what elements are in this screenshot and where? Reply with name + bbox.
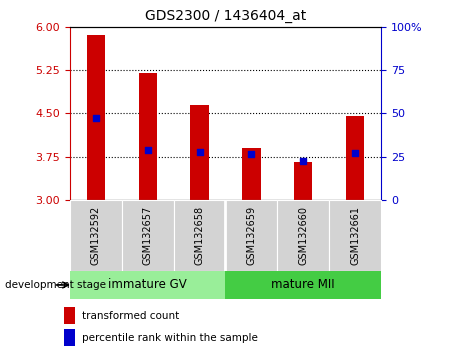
Point [144,147,151,153]
Bar [329,200,381,271]
Text: percentile rank within the sample: percentile rank within the sample [82,332,258,343]
Text: development stage: development stage [5,280,106,290]
Text: GSM132661: GSM132661 [350,206,360,265]
Bar [70,200,122,271]
Text: immature GV: immature GV [108,279,187,291]
Title: GDS2300 / 1436404_at: GDS2300 / 1436404_at [145,9,306,23]
Text: transformed count: transformed count [82,311,179,321]
Bar [87,35,105,200]
Bar [64,307,75,324]
Text: GSM132659: GSM132659 [246,206,257,265]
Bar [294,162,313,200]
Bar [226,271,381,299]
Text: GSM132660: GSM132660 [298,206,308,265]
Bar [346,116,364,200]
Bar [122,200,174,271]
Point [196,149,203,155]
Text: GSM132658: GSM132658 [194,206,205,265]
Text: mature MII: mature MII [272,279,335,291]
Bar [226,200,277,271]
Bar [190,104,209,200]
Bar [138,73,157,200]
Point [299,158,307,164]
Bar [277,200,329,271]
Text: GSM132657: GSM132657 [143,206,153,265]
Bar [174,200,226,271]
Text: GSM132592: GSM132592 [91,206,101,265]
Bar [64,329,75,346]
Bar [70,271,226,299]
Point [92,115,99,121]
Point [248,152,255,157]
Bar [242,148,261,200]
Point [351,150,359,155]
